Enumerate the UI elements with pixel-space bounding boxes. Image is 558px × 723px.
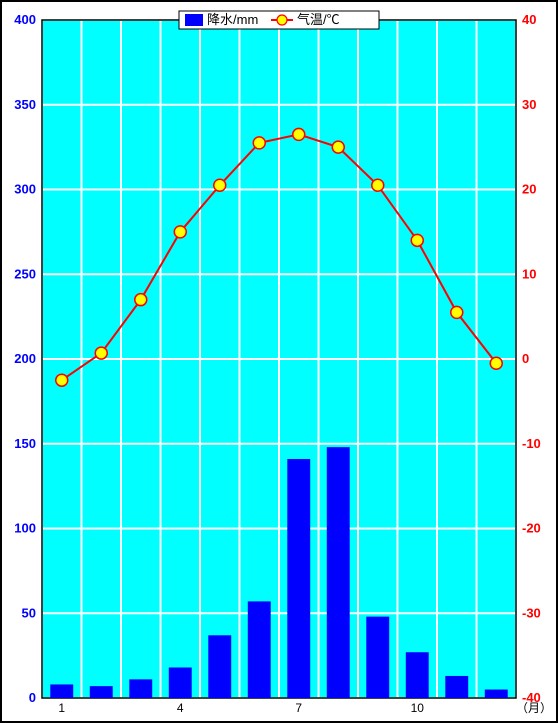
svg-text:30: 30 xyxy=(522,97,536,112)
svg-text:50: 50 xyxy=(22,605,36,620)
temperature-marker xyxy=(490,357,502,369)
svg-text:-20: -20 xyxy=(522,521,541,536)
temperature-marker xyxy=(56,374,68,386)
bar xyxy=(248,601,271,698)
temperature-marker xyxy=(372,179,384,191)
svg-text:400: 400 xyxy=(14,12,36,27)
bar xyxy=(287,459,310,698)
temperature-marker xyxy=(411,234,423,246)
svg-text:0: 0 xyxy=(522,351,529,366)
climate-chart: 050100150200250300350400-40-30-20-100102… xyxy=(0,0,558,723)
svg-text:200: 200 xyxy=(14,351,36,366)
svg-text:100: 100 xyxy=(14,521,36,536)
svg-text:10: 10 xyxy=(411,701,425,715)
temperature-marker xyxy=(451,306,463,318)
bar xyxy=(327,447,350,698)
bar xyxy=(445,676,468,698)
svg-text:10: 10 xyxy=(522,266,536,281)
svg-text:-10: -10 xyxy=(522,436,541,451)
bar xyxy=(485,690,508,698)
bar xyxy=(50,684,73,698)
temperature-marker xyxy=(95,347,107,359)
temperature-marker xyxy=(135,294,147,306)
svg-text:4: 4 xyxy=(177,701,184,715)
svg-text:20: 20 xyxy=(522,182,536,197)
svg-text:150: 150 xyxy=(14,436,36,451)
svg-text:（月）: （月） xyxy=(516,701,552,715)
bar xyxy=(90,686,113,698)
legend-swatch-bar xyxy=(185,14,203,26)
svg-text:350: 350 xyxy=(14,97,36,112)
bar xyxy=(366,617,389,698)
legend-label: 气温/℃ xyxy=(297,12,340,27)
temperature-marker xyxy=(214,179,226,191)
svg-text:1: 1 xyxy=(58,701,65,715)
bar xyxy=(208,635,231,698)
svg-text:-30: -30 xyxy=(522,605,541,620)
svg-text:0: 0 xyxy=(29,690,36,705)
legend-swatch-line xyxy=(277,15,287,25)
temperature-marker xyxy=(293,128,305,140)
temperature-marker xyxy=(332,141,344,153)
bar xyxy=(169,667,192,698)
bar xyxy=(406,652,429,698)
temperature-marker xyxy=(253,137,265,149)
temperature-marker xyxy=(174,226,186,238)
svg-text:250: 250 xyxy=(14,266,36,281)
bar xyxy=(129,679,152,698)
chart-svg: 050100150200250300350400-40-30-20-100102… xyxy=(0,0,558,723)
legend-label: 降水/mm xyxy=(207,12,258,27)
svg-text:40: 40 xyxy=(522,12,536,27)
svg-text:7: 7 xyxy=(295,701,302,715)
svg-text:300: 300 xyxy=(14,182,36,197)
